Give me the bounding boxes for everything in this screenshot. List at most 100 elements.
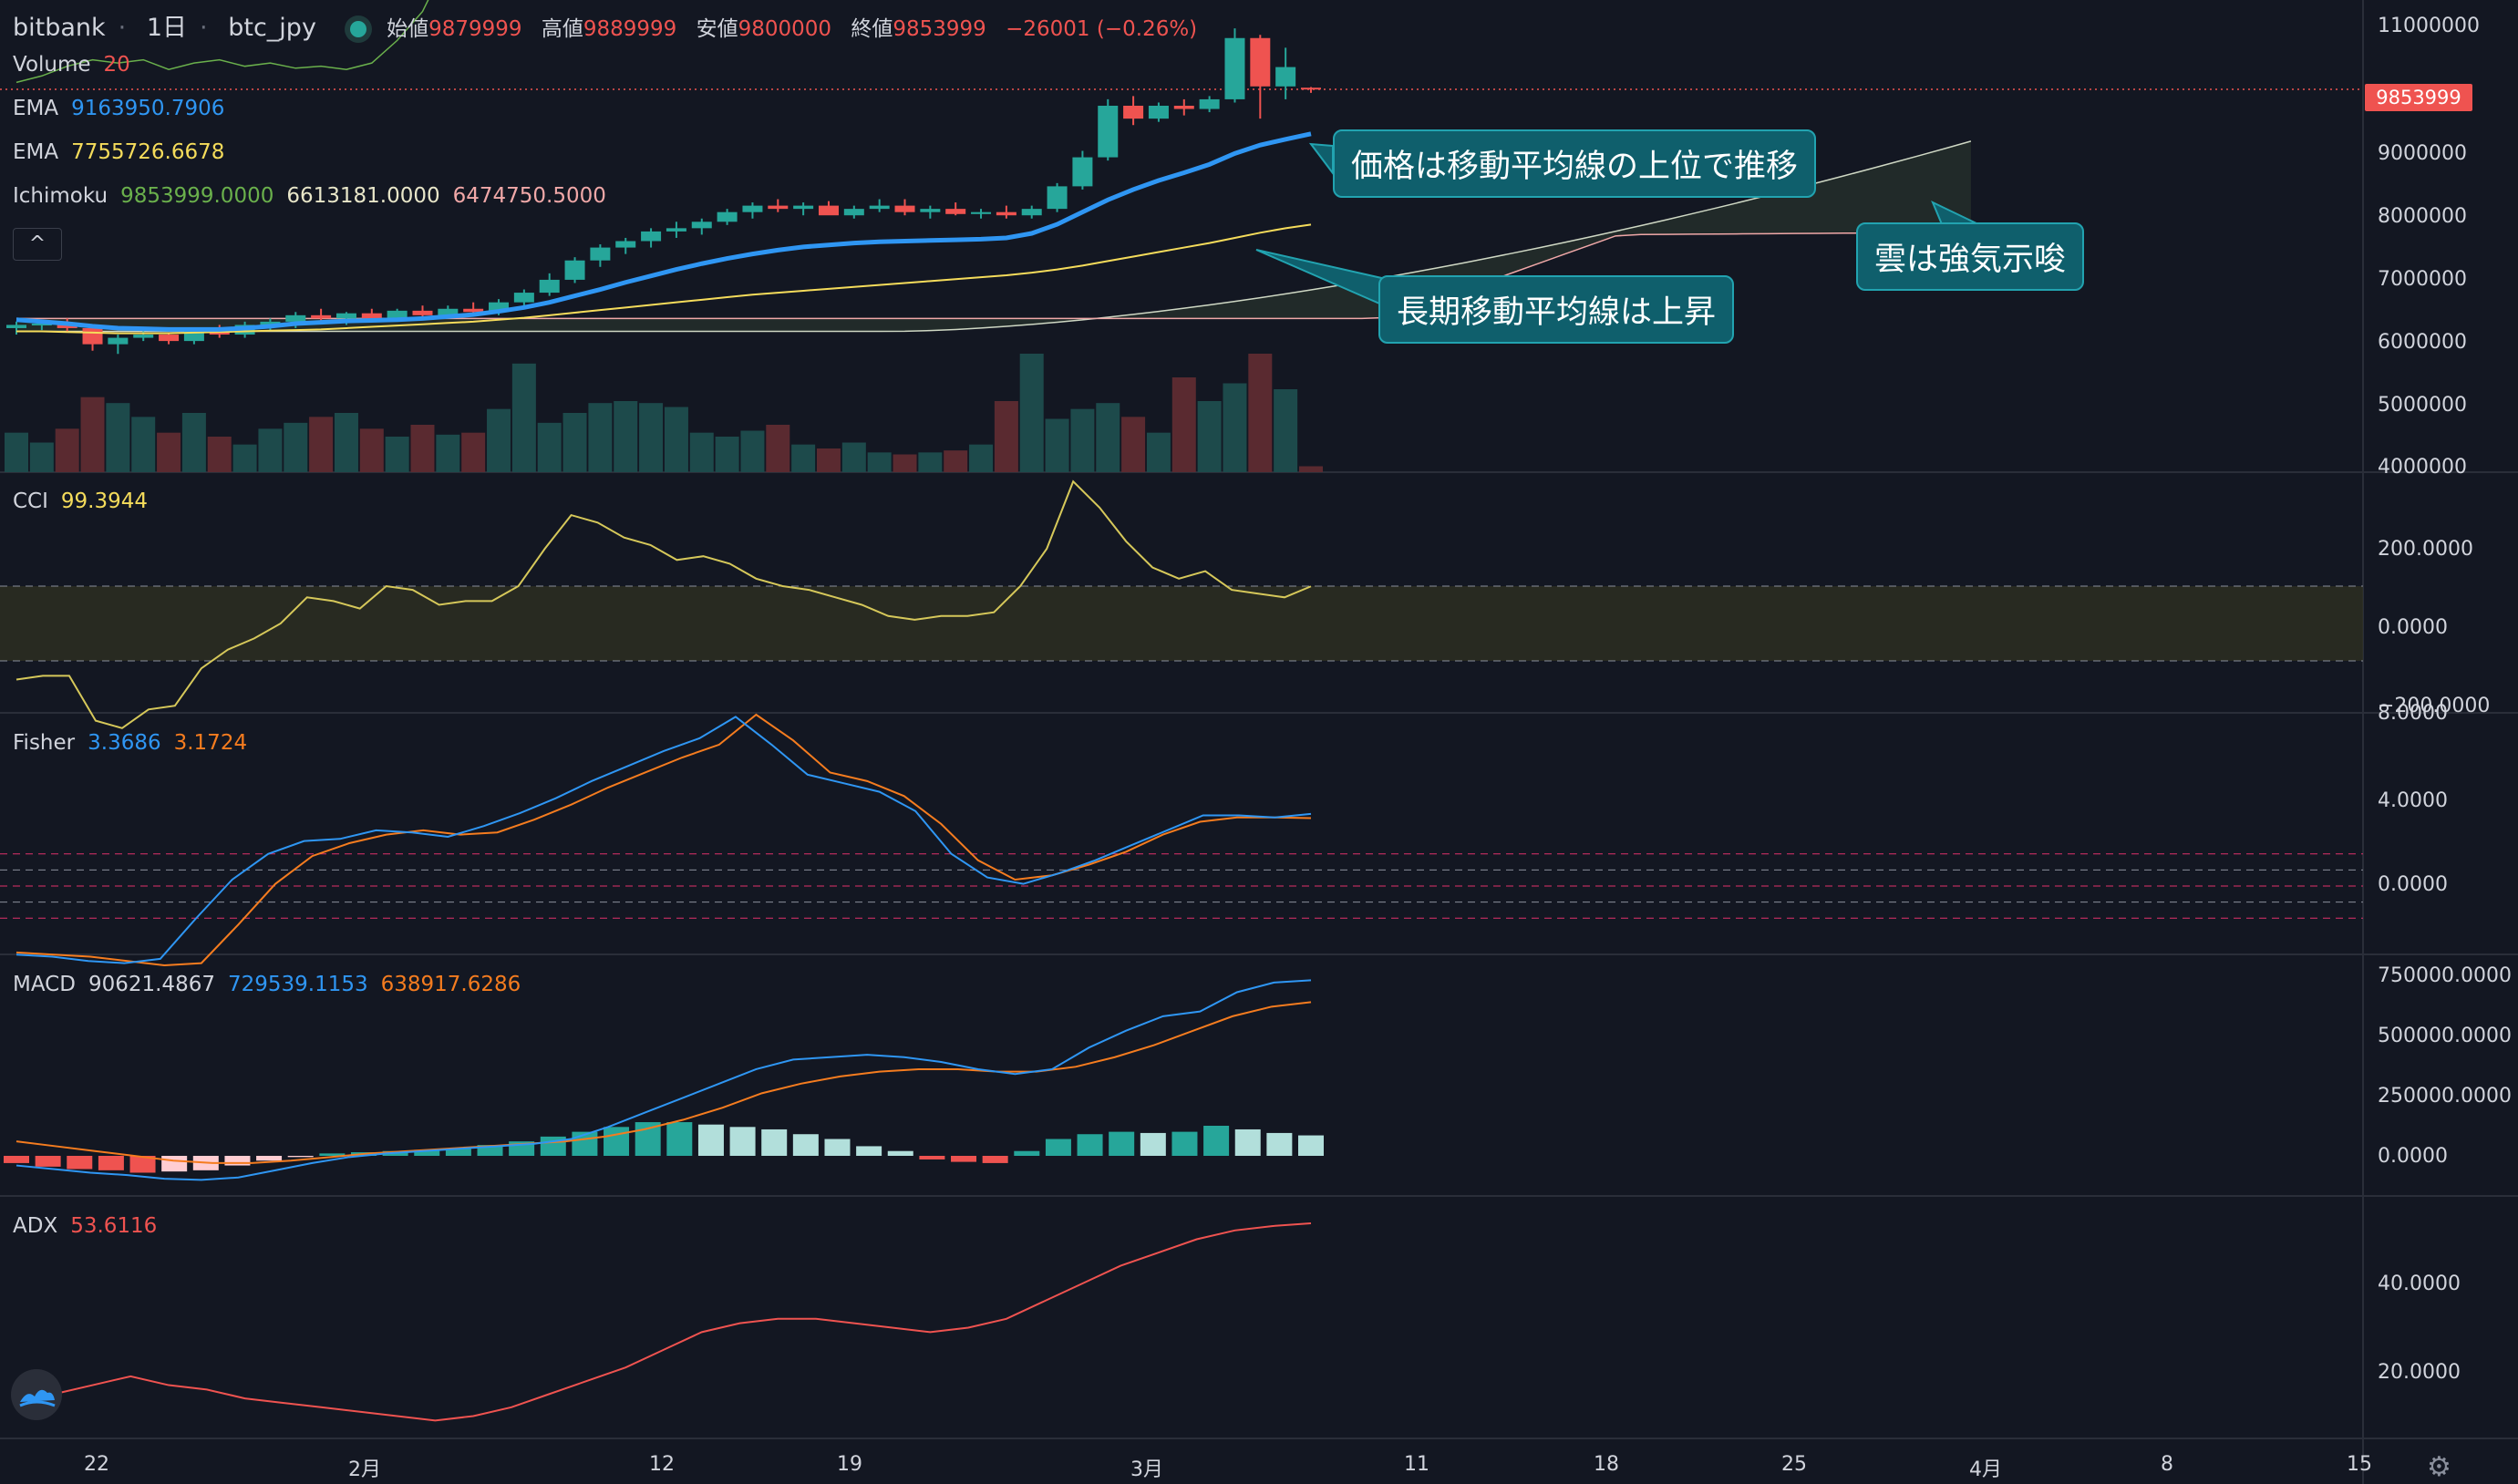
ema-fast-line bbox=[15, 131, 1312, 332]
ichimoku-label: Ichimoku bbox=[13, 184, 108, 208]
volume-bar bbox=[284, 422, 308, 472]
bitbank-logo-icon[interactable] bbox=[11, 1369, 62, 1420]
ichimoku-span-a bbox=[16, 140, 1972, 333]
date-tick: 4月 bbox=[1969, 1458, 2002, 1481]
volume-bar bbox=[715, 437, 739, 472]
chevron-up-icon[interactable]: ^ bbox=[13, 228, 62, 261]
candle-body bbox=[564, 260, 585, 280]
volume-bar bbox=[359, 428, 384, 472]
ema-fast-value: 9163950.7906 bbox=[71, 97, 225, 120]
adx-tick: 40.0000 bbox=[2378, 1273, 2461, 1295]
volume-bar bbox=[1171, 377, 1196, 472]
macd-histogram-bar bbox=[1298, 1135, 1324, 1156]
ema-fast-legend[interactable]: EMA 9163950.7906 bbox=[13, 97, 237, 120]
volume-value: 20 bbox=[103, 53, 130, 77]
annotation-cloud-bullish[interactable]: 雲は強気示唆 bbox=[1856, 222, 2085, 291]
adx-line bbox=[15, 1221, 1312, 1422]
candle-body bbox=[793, 205, 814, 210]
volume-bar bbox=[766, 425, 790, 472]
price-tick: 8000000 bbox=[2378, 205, 2467, 228]
macd-tick: 0.0000 bbox=[2378, 1145, 2448, 1168]
macd-signal-line bbox=[15, 1001, 1312, 1164]
exchange-name[interactable]: bitbank bbox=[13, 14, 106, 42]
candle-body bbox=[590, 247, 611, 261]
last-price-tag: 9853999 bbox=[2365, 84, 2472, 111]
ema-slow-legend[interactable]: EMA 7755726.6678 bbox=[13, 140, 237, 164]
candle-body bbox=[412, 310, 433, 315]
price-tick: 4000000 bbox=[2378, 456, 2467, 479]
candle-body bbox=[869, 205, 890, 210]
market-open-dot-icon bbox=[349, 20, 366, 37]
volume-bar bbox=[588, 403, 613, 472]
open-value: 9879999 bbox=[428, 17, 522, 41]
candle-body bbox=[108, 337, 129, 345]
candle-body bbox=[539, 279, 560, 294]
volume-bar bbox=[511, 363, 536, 472]
candle-body bbox=[1173, 106, 1194, 109]
macd-histogram-bar bbox=[1109, 1131, 1135, 1156]
volume-bar bbox=[1299, 466, 1323, 472]
volume-bar bbox=[487, 408, 511, 472]
macd-legend[interactable]: MACD 90621.4867 729539.1153 638917.6286 bbox=[13, 973, 533, 996]
candle-body bbox=[6, 325, 26, 328]
ichimoku-legend[interactable]: Ichimoku 9853999.0000 6613181.0000 6474750.… bbox=[13, 184, 619, 208]
annotation-long-ma-rising[interactable]: 長期移動平均線は上昇 bbox=[1378, 275, 1735, 344]
candle-body bbox=[463, 308, 484, 313]
subpane-indicators bbox=[0, 479, 2363, 1422]
macd-value: 729539.1153 bbox=[227, 973, 368, 996]
candle-body bbox=[691, 222, 712, 229]
ichimoku-value-3: 6474750.5000 bbox=[452, 184, 606, 208]
interval-label[interactable]: 1日 bbox=[146, 14, 188, 42]
volume-bar bbox=[969, 444, 994, 472]
price-tick: 9000000 bbox=[2378, 142, 2467, 165]
volume-bar bbox=[614, 401, 638, 472]
volume-bar bbox=[893, 454, 917, 472]
macd-signal-value: 638917.6286 bbox=[380, 973, 521, 996]
volume-bar bbox=[639, 403, 664, 472]
volume-legend[interactable]: Volume 20 bbox=[13, 53, 143, 77]
candle-body bbox=[1047, 186, 1068, 210]
fisher-legend[interactable]: Fisher 3.3686 3.1724 bbox=[13, 731, 260, 755]
volume-bar bbox=[5, 432, 28, 472]
volume-bar bbox=[258, 428, 283, 472]
indicator-lines bbox=[15, 131, 1979, 335]
adx-legend[interactable]: ADX 53.6116 bbox=[13, 1214, 170, 1238]
gear-icon[interactable]: ⚙ bbox=[2427, 1451, 2451, 1483]
candle-body bbox=[133, 335, 154, 338]
ichimoku-lagging-span bbox=[15, 0, 429, 84]
high-value: 9889999 bbox=[583, 17, 677, 41]
symbol-label[interactable]: btc_jpy bbox=[228, 14, 316, 42]
annotation-price-above-ma[interactable]: 価格は移動平均線の上位で推移 bbox=[1333, 129, 1817, 198]
macd-histogram-bar bbox=[572, 1131, 598, 1156]
candle-body bbox=[717, 211, 738, 222]
candle-body bbox=[31, 324, 52, 326]
candle-body bbox=[768, 205, 789, 210]
volume-bar bbox=[410, 425, 435, 472]
candle-body bbox=[1098, 106, 1119, 158]
candle-body bbox=[742, 205, 763, 212]
macd-histogram-bar bbox=[98, 1156, 124, 1170]
candle-body bbox=[1072, 157, 1093, 187]
cci-legend[interactable]: CCI 99.3944 bbox=[13, 490, 160, 513]
ichimoku-value-2: 6613181.0000 bbox=[286, 184, 440, 208]
price-tick: 5000000 bbox=[2378, 394, 2467, 417]
low-label: 安値 bbox=[696, 17, 738, 41]
volume-bar bbox=[1223, 383, 1247, 472]
macd-histogram-bar bbox=[1140, 1132, 1166, 1156]
volume-bar bbox=[664, 407, 688, 472]
candle-body bbox=[1301, 88, 1321, 90]
volume-bar bbox=[1045, 418, 1069, 472]
volume-bar bbox=[436, 434, 460, 472]
macd-histogram-bar bbox=[824, 1139, 851, 1156]
macd-histogram-bar bbox=[1266, 1132, 1293, 1156]
macd-histogram-bar bbox=[951, 1156, 977, 1162]
macd-histogram-bar bbox=[761, 1128, 788, 1156]
macd-histogram-bar bbox=[1203, 1126, 1230, 1156]
macd-histogram-bar bbox=[35, 1156, 61, 1167]
cci-tick: −200.0000 bbox=[2378, 695, 2491, 717]
macd-hist-value: 90621.4867 bbox=[88, 973, 215, 996]
cci-band bbox=[0, 586, 2363, 661]
candle-body bbox=[183, 331, 204, 342]
date-tick: 11 bbox=[1404, 1453, 1429, 1476]
